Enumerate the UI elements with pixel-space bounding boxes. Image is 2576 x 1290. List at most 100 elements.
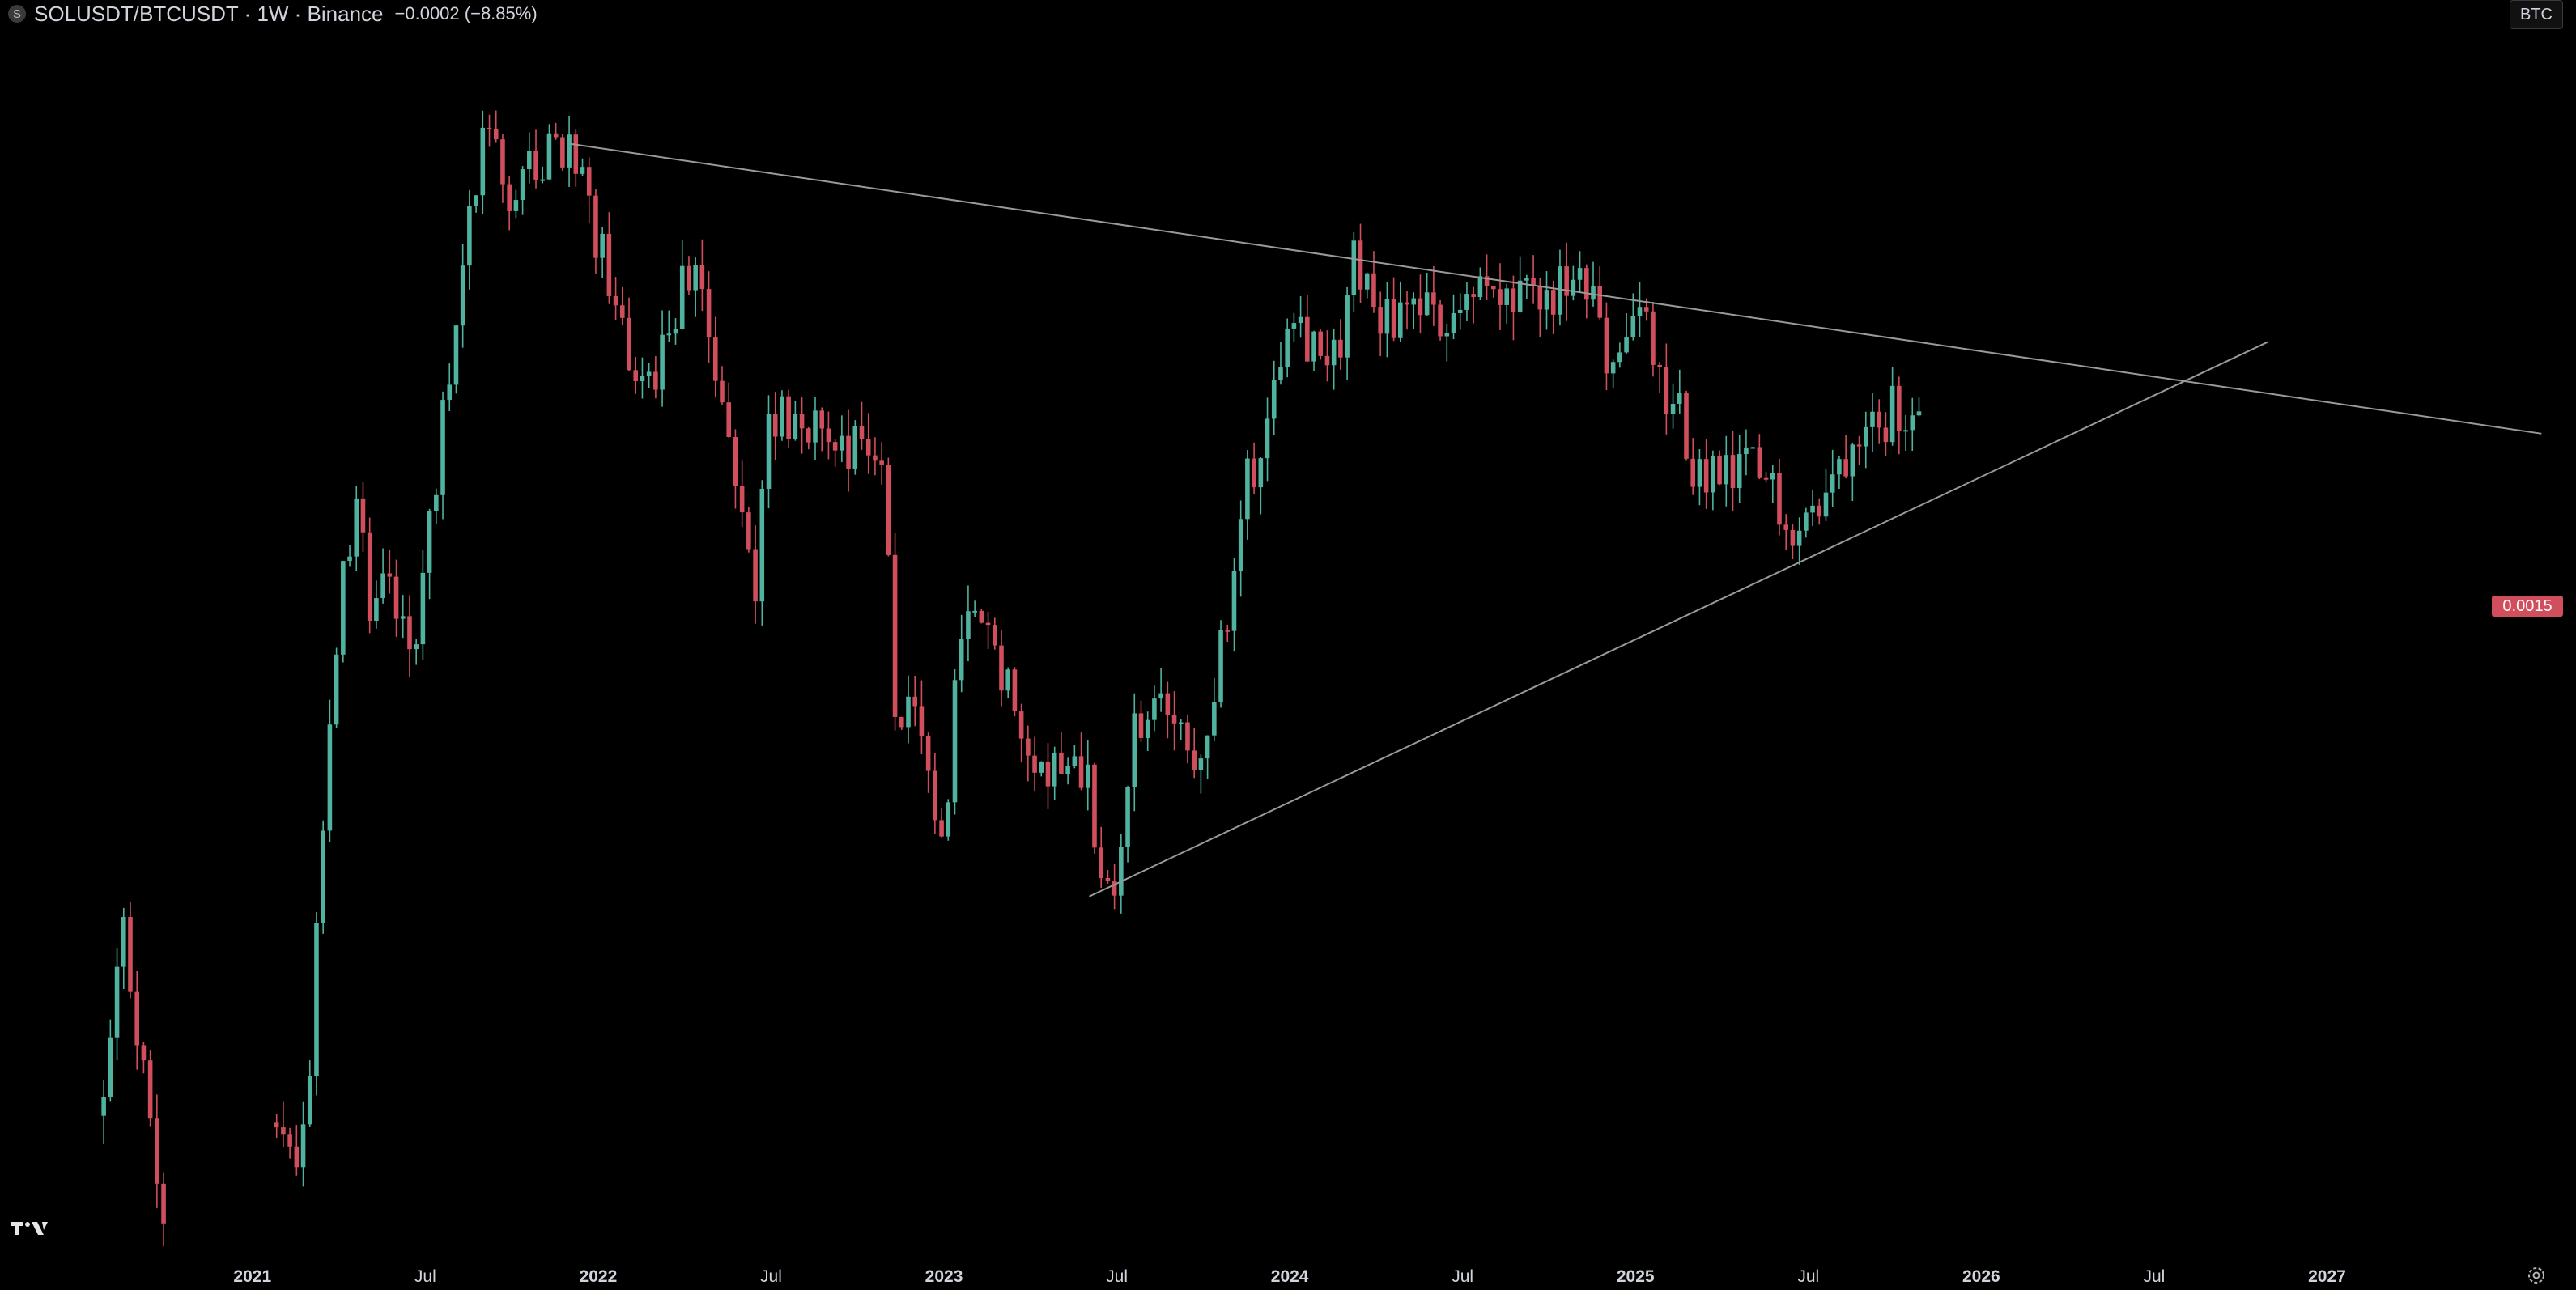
candle-body [101, 1097, 106, 1116]
candle-body [500, 139, 505, 185]
candle [1431, 265, 1436, 326]
candle [586, 157, 592, 223]
candle [1457, 293, 1463, 330]
candle [1005, 667, 1010, 698]
candle [287, 1127, 292, 1159]
candle-body [427, 511, 432, 573]
candle-body [1790, 529, 1796, 546]
candle-body [1138, 713, 1144, 738]
candle [933, 753, 937, 834]
candle-body [1231, 571, 1237, 631]
candle-body [1484, 276, 1490, 286]
candle-body [1697, 459, 1702, 487]
candle [434, 488, 439, 524]
candle [1345, 286, 1350, 380]
candle-body [979, 610, 984, 623]
candle [300, 1101, 306, 1187]
candle [699, 239, 705, 312]
candle [1897, 376, 1902, 455]
candle-body [1830, 474, 1835, 493]
candle [134, 970, 139, 1070]
candle-body [287, 1134, 292, 1147]
candlestick-series [101, 110, 1922, 1247]
candle [1092, 762, 1097, 854]
candle [1085, 740, 1090, 811]
candle [114, 948, 120, 1061]
candle-body [793, 414, 798, 439]
candle-body [580, 167, 585, 174]
candle-body [840, 435, 844, 451]
x-tick-label: 2023 [925, 1267, 963, 1286]
candle-body [1192, 750, 1197, 770]
candle-body [1424, 292, 1430, 316]
candle-body [653, 371, 658, 390]
candle [1610, 359, 1616, 388]
candle-body [865, 439, 871, 456]
candle-body [108, 1037, 113, 1097]
candle-body [1736, 454, 1742, 489]
candle [959, 614, 964, 693]
candle [1817, 498, 1822, 525]
candle-body [733, 436, 738, 486]
candle-body [1364, 273, 1370, 290]
candle-body [1291, 323, 1297, 329]
candle [985, 611, 991, 649]
candle-body [1624, 337, 1629, 353]
candle-body [300, 1124, 306, 1168]
candle-body [1318, 331, 1324, 356]
currency-button[interactable]: BTC [2510, 0, 2563, 29]
tradingview-logo-icon[interactable] [10, 1219, 50, 1238]
candle [1112, 864, 1117, 910]
candle-body [1670, 404, 1676, 414]
candle-body [1883, 427, 1889, 443]
candle [327, 699, 333, 843]
candle [1883, 412, 1889, 456]
candle [1145, 711, 1150, 752]
candle-body [360, 498, 366, 533]
symbol-title[interactable]: SOLUSDT/BTCUSDT · 1W · Binance [34, 1, 384, 26]
candle [1777, 458, 1782, 536]
candle-body [1804, 512, 1809, 531]
gear-icon[interactable] [2526, 1265, 2547, 1286]
chart-legend: S SOLUSDT/BTCUSDT · 1W · Binance −0.0002… [8, 2, 538, 26]
candle [1750, 447, 1755, 449]
candle [1291, 312, 1297, 342]
candle [600, 227, 605, 278]
candle-body [387, 573, 393, 577]
candle [679, 240, 685, 330]
candle-body [1677, 393, 1682, 405]
candle [447, 363, 453, 411]
candle [673, 318, 678, 345]
symbol-icon[interactable]: S [8, 5, 26, 23]
candle-body [493, 128, 499, 140]
candle [1119, 834, 1124, 914]
candle [1903, 414, 1908, 452]
candle [493, 110, 499, 143]
candle-body [1877, 411, 1881, 428]
candle-body [1052, 752, 1057, 787]
candle [1384, 282, 1390, 358]
candle-body [1238, 519, 1243, 571]
candle-body [846, 435, 851, 470]
candle [387, 550, 393, 594]
candle [1185, 714, 1190, 764]
candle [1657, 362, 1662, 393]
candle-body [912, 696, 918, 707]
candle-body [1072, 756, 1078, 766]
candle [1218, 620, 1223, 708]
descending-resistance-trendline[interactable] [570, 142, 2542, 435]
candle-body [1078, 756, 1084, 788]
candle-body [1517, 280, 1523, 312]
candle [1192, 728, 1197, 779]
candle-body [1305, 316, 1310, 362]
candle [487, 114, 492, 147]
candle-body [1571, 279, 1576, 296]
ascending-support-trendline[interactable] [1088, 341, 2269, 897]
candle [281, 1101, 286, 1148]
candle [919, 680, 925, 754]
candle-body [1065, 766, 1070, 774]
candle-body [480, 127, 486, 196]
candle [1690, 438, 1696, 495]
candle [1744, 429, 1749, 476]
